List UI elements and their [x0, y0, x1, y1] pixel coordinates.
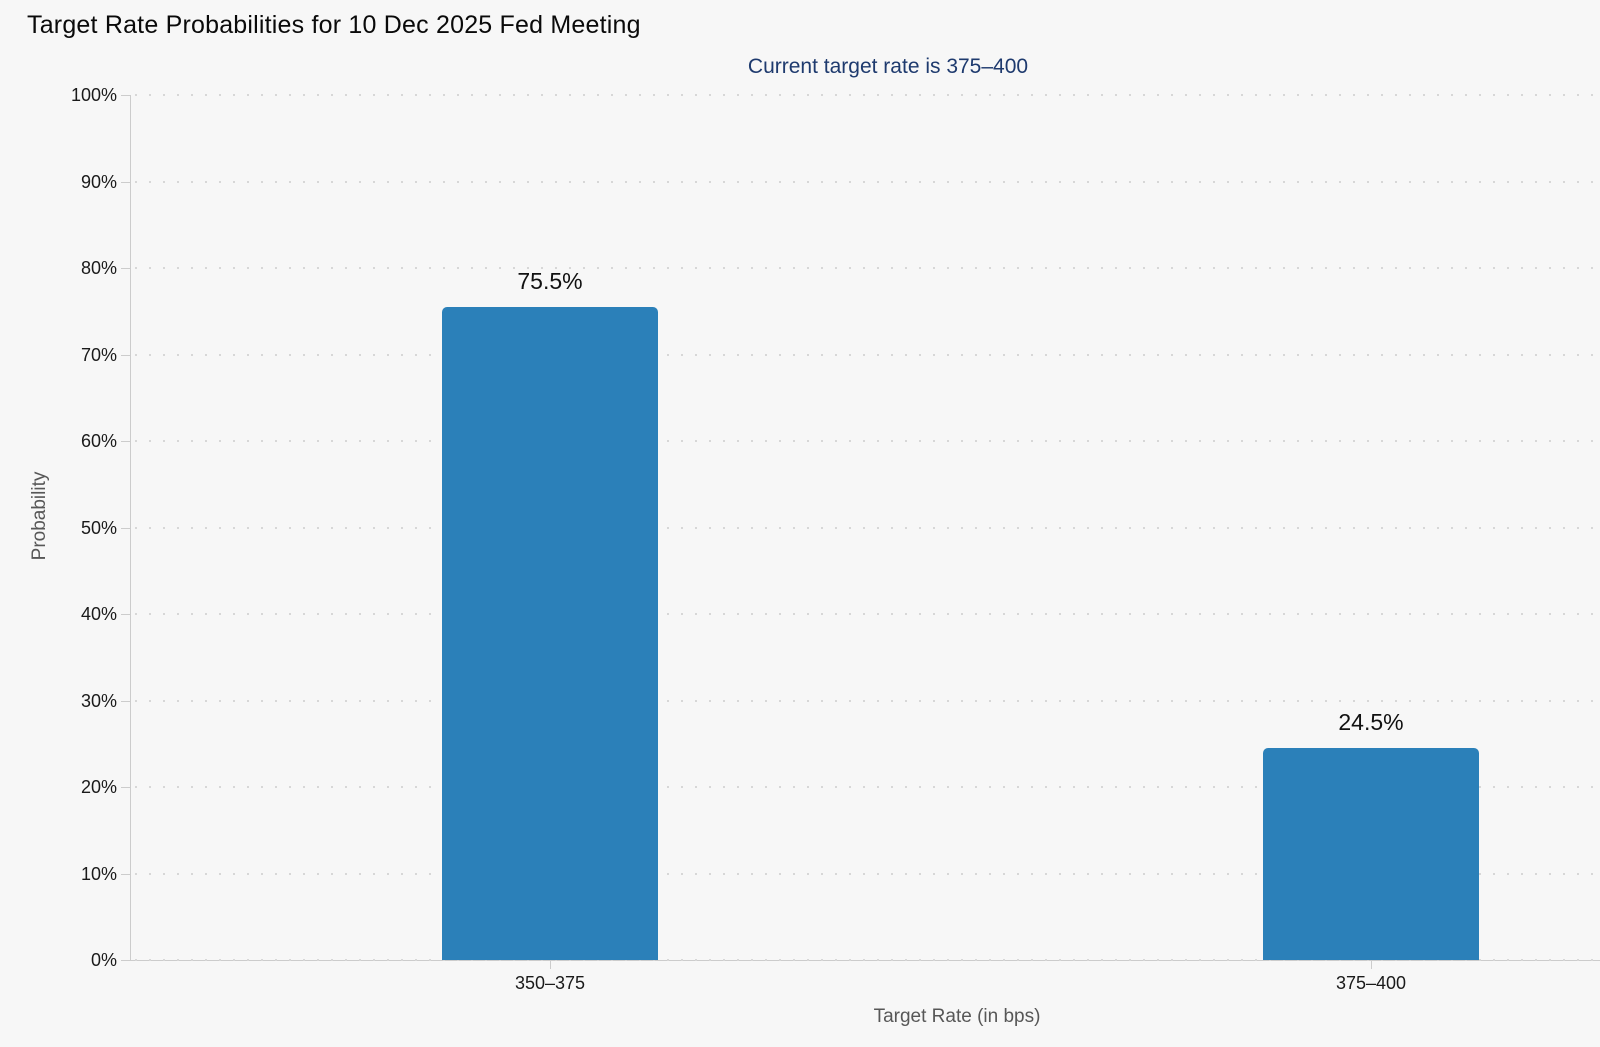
plot-area: 0% 10% 20% 30% 40% 50% 60% 70% 80% 90% 100% 75.5% 35… — [71, 86, 1600, 992]
gridline-0 — [135, 959, 1600, 961]
chart-subtitle: Current target rate is 375–400 — [747, 55, 1029, 78]
bar-value-label: 75.5% — [517, 268, 583, 294]
gridline-70 — [135, 353, 1600, 356]
gridline-30 — [135, 699, 1600, 702]
y-tick-80 — [121, 268, 131, 269]
x-tick-label: 350–375 — [514, 973, 586, 993]
gridline-100 — [135, 94, 1600, 96]
y-tick-label-30: 30% — [80, 690, 117, 711]
y-tick-100 — [121, 95, 131, 96]
bar-value-label: 24.5% — [1338, 709, 1404, 735]
y-axis-title: Probability — [29, 471, 50, 561]
y-tick-label-90: 90% — [80, 171, 117, 192]
y-tick-label-0: 0% — [90, 950, 117, 970]
y-tick-70 — [121, 354, 131, 356]
gridline-90 — [135, 180, 1600, 183]
y-tick-10 — [121, 873, 131, 875]
gridline-80 — [135, 267, 1600, 269]
x-tick — [550, 960, 551, 969]
y-tick-label-60: 60% — [80, 431, 117, 451]
y-tick-20 — [121, 787, 131, 788]
y-tick-label-100: 100% — [70, 85, 117, 105]
y-tick-40 — [121, 614, 131, 615]
gridline-20 — [135, 786, 1600, 788]
gridline-40 — [135, 613, 1600, 615]
gridline-10 — [135, 872, 1600, 875]
y-tick-label-80: 80% — [80, 258, 117, 278]
x-tick — [1371, 960, 1372, 969]
bar-375–400[interactable] — [1263, 748, 1479, 960]
y-tick-0 — [121, 960, 131, 961]
y-tick-30 — [121, 700, 131, 702]
y-tick-label-20: 20% — [80, 777, 117, 797]
gridline-60 — [135, 440, 1600, 442]
y-tick-label-40: 40% — [80, 604, 117, 624]
chart-title: Target Rate Probabilities for 10 Dec 202… — [27, 11, 641, 39]
y-tick-label-50: 50% — [80, 517, 117, 538]
x-axis-title: Target Rate (in bps) — [873, 1006, 1041, 1027]
gridline-50 — [135, 526, 1600, 529]
x-tick-label: 375–400 — [1335, 973, 1407, 993]
y-tick-90 — [121, 181, 131, 183]
y-tick-label-70: 70% — [80, 344, 117, 365]
bar-350–375[interactable] — [442, 307, 658, 960]
y-tick-50 — [121, 527, 131, 529]
y-tick-60 — [121, 441, 131, 442]
y-tick-label-10: 10% — [80, 863, 117, 884]
